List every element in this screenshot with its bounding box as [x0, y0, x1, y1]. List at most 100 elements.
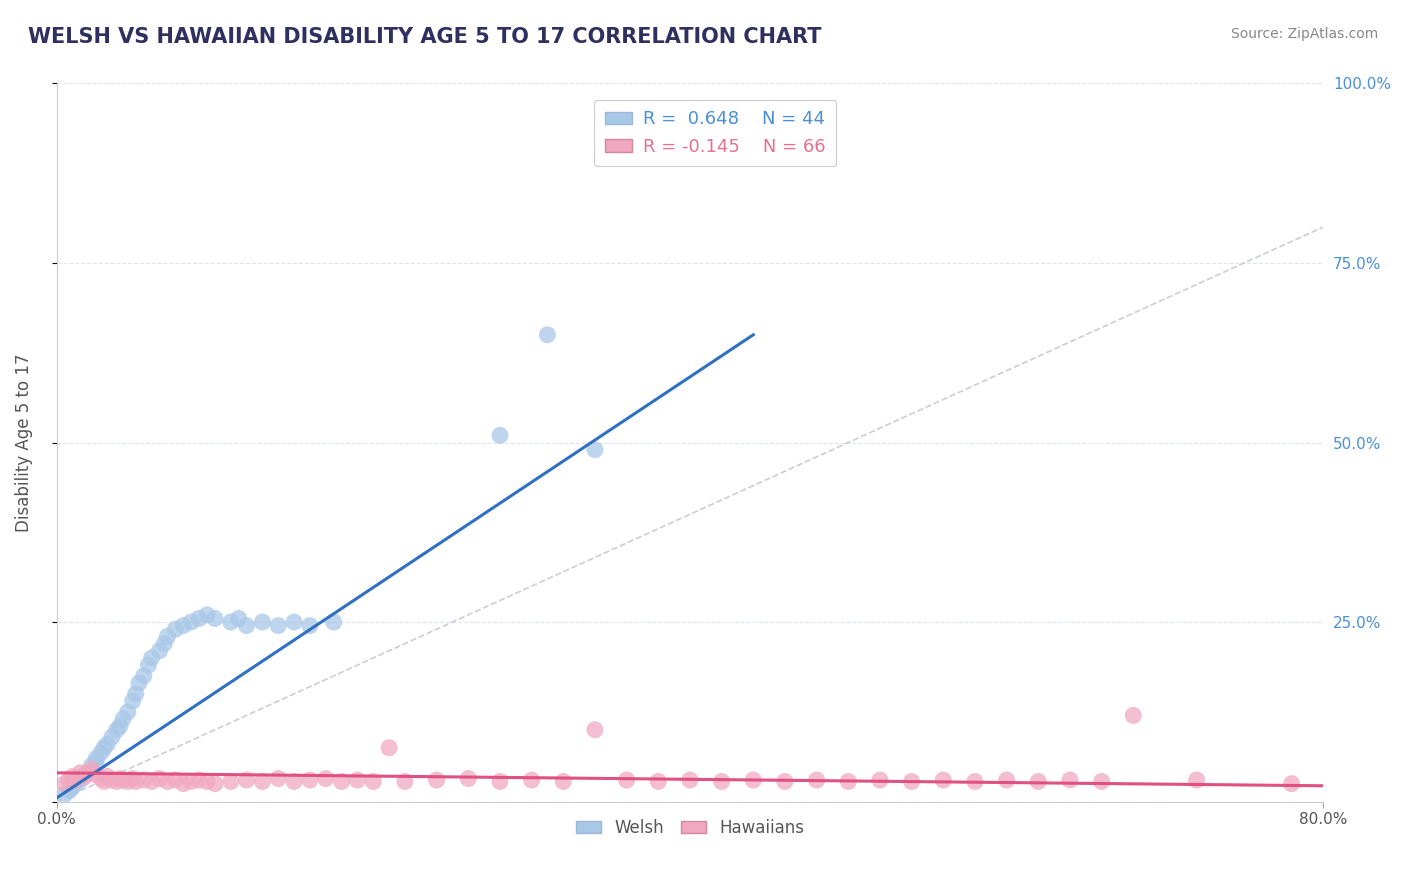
Point	[520, 772, 543, 787]
Point	[378, 740, 401, 755]
Point	[62, 769, 84, 783]
Point	[117, 705, 139, 719]
Point	[647, 774, 669, 789]
Point	[283, 615, 305, 629]
Point	[995, 772, 1018, 787]
Point	[1026, 774, 1049, 789]
Y-axis label: Disability Age 5 to 17: Disability Age 5 to 17	[15, 353, 32, 532]
Point	[108, 719, 131, 733]
Point	[219, 774, 242, 789]
Point	[837, 774, 859, 789]
Point	[121, 694, 143, 708]
Point	[112, 712, 135, 726]
Point	[75, 767, 97, 781]
Point	[84, 751, 107, 765]
Point	[932, 772, 955, 787]
Point	[235, 772, 257, 787]
Point	[1281, 776, 1303, 790]
Point	[1122, 708, 1144, 723]
Point	[267, 772, 290, 786]
Point	[489, 774, 512, 789]
Point	[80, 762, 103, 776]
Point	[138, 658, 160, 673]
Point	[121, 772, 143, 786]
Point	[180, 615, 202, 629]
Point	[77, 765, 100, 780]
Point	[219, 615, 242, 629]
Point	[330, 774, 353, 789]
Point	[457, 772, 479, 786]
Point	[128, 676, 150, 690]
Point	[252, 615, 274, 629]
Point	[53, 776, 76, 790]
Point	[96, 737, 118, 751]
Point	[77, 765, 100, 780]
Point	[108, 772, 131, 786]
Point	[141, 651, 163, 665]
Point	[84, 755, 107, 769]
Point	[156, 629, 179, 643]
Point	[298, 772, 321, 787]
Point	[536, 327, 558, 342]
Point	[93, 774, 115, 789]
Point	[53, 788, 76, 802]
Point	[117, 774, 139, 789]
Point	[132, 772, 155, 787]
Point	[69, 765, 91, 780]
Point	[204, 776, 226, 790]
Point	[710, 774, 733, 789]
Point	[252, 774, 274, 789]
Point	[553, 774, 575, 789]
Point	[141, 774, 163, 789]
Point	[69, 772, 91, 787]
Point	[1091, 774, 1114, 789]
Point	[65, 772, 87, 787]
Point	[616, 772, 638, 787]
Point	[346, 772, 368, 787]
Point	[90, 746, 112, 760]
Point	[172, 776, 194, 790]
Point	[125, 774, 148, 789]
Point	[583, 442, 606, 457]
Point	[773, 774, 796, 789]
Point	[58, 784, 80, 798]
Point	[112, 772, 135, 787]
Point	[62, 780, 84, 795]
Point	[806, 772, 828, 787]
Point	[65, 776, 87, 790]
Point	[172, 618, 194, 632]
Point	[188, 772, 211, 787]
Point	[148, 644, 170, 658]
Point	[361, 774, 384, 789]
Point	[165, 622, 187, 636]
Point	[195, 607, 218, 622]
Point	[96, 769, 118, 783]
Point	[900, 774, 922, 789]
Point	[58, 772, 80, 787]
Point	[322, 615, 344, 629]
Point	[153, 637, 176, 651]
Point	[148, 772, 170, 786]
Text: Source: ZipAtlas.com: Source: ZipAtlas.com	[1230, 27, 1378, 41]
Point	[156, 774, 179, 789]
Point	[489, 428, 512, 442]
Point	[742, 772, 765, 787]
Point	[235, 618, 257, 632]
Point	[315, 772, 337, 786]
Point	[228, 611, 250, 625]
Point	[101, 772, 124, 787]
Point	[180, 774, 202, 789]
Point	[105, 774, 128, 789]
Point	[283, 774, 305, 789]
Point	[105, 723, 128, 737]
Point	[1185, 772, 1208, 787]
Point	[188, 611, 211, 625]
Point	[963, 774, 986, 789]
Point	[394, 774, 416, 789]
Point	[869, 772, 891, 787]
Point	[583, 723, 606, 737]
Point	[125, 687, 148, 701]
Point	[204, 611, 226, 625]
Point	[1059, 772, 1081, 787]
Point	[267, 618, 290, 632]
